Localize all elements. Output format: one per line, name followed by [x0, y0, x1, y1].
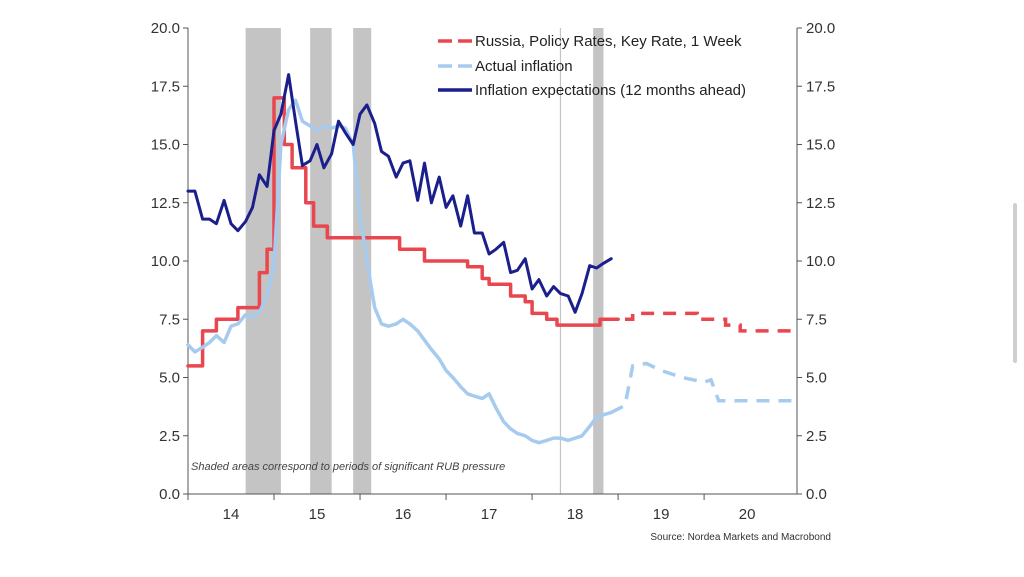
series-lines	[186, 73, 795, 445]
y-tick-label-left: 17.5	[151, 78, 180, 95]
y-tick-label-right: 2.5	[806, 428, 827, 445]
y-tick-label-right: 12.5	[806, 195, 835, 212]
chart-note: Shaded areas correspond to periods of si…	[191, 461, 505, 473]
y-tick-label-left: 0.0	[159, 486, 180, 503]
series-forecast-0	[625, 311, 795, 333]
y-tick-label-right: 7.5	[806, 311, 827, 328]
x-tick-label: 18	[567, 506, 584, 523]
x-tick-label: 20	[739, 506, 756, 523]
shaded-period-2	[353, 28, 372, 494]
x-tick-label: 16	[395, 506, 412, 523]
x-tick-label: 14	[223, 506, 240, 523]
y-tick-label-right: 5.0	[806, 370, 827, 387]
x-tick-label: 15	[309, 506, 326, 523]
shaded-period-1	[310, 28, 332, 494]
shaded-period-3	[593, 28, 604, 494]
series-forecast-1	[610, 361, 795, 414]
y-tick-label-right: 15.0	[806, 137, 835, 154]
chart-source: Source: Nordea Markets and Macrobond	[650, 532, 831, 543]
legend-label-2: Inflation expectations (12 months ahead)	[475, 82, 746, 99]
y-tick-label-right: 17.5	[806, 78, 835, 95]
y-tick-label-left: 20.0	[151, 20, 180, 37]
y-tick-label-right: 20.0	[806, 20, 835, 37]
tick-labels: 0.0 0.0 2.5 2.5 5.0 5.0 7.5 7.5 10.0 10.0 12.5 12.5…	[151, 20, 835, 523]
scrollbar[interactable]	[1013, 203, 1017, 363]
legend-label-0: Russia, Policy Rates, Key Rate, 1 Week	[475, 33, 742, 50]
y-tick-label-left: 10.0	[151, 253, 180, 270]
y-tick-label-left: 7.5	[159, 311, 180, 328]
legend-label-1: Actual inflation	[475, 58, 573, 75]
x-tick-label: 19	[653, 506, 670, 523]
y-tick-label-left: 15.0	[151, 137, 180, 154]
series-line-1	[186, 98, 613, 445]
series-line-2	[186, 73, 613, 314]
y-tick-label-left: 5.0	[159, 370, 180, 387]
legend: Russia, Policy Rates, Key Rate, 1 Week Ac…	[438, 33, 746, 99]
y-tick-label-left: 2.5	[159, 428, 180, 445]
x-tick-label: 17	[481, 506, 498, 523]
y-tick-label-right: 0.0	[806, 486, 827, 503]
y-tick-label-right: 10.0	[806, 253, 835, 270]
y-tick-label-left: 12.5	[151, 195, 180, 212]
axes	[183, 27, 802, 500]
